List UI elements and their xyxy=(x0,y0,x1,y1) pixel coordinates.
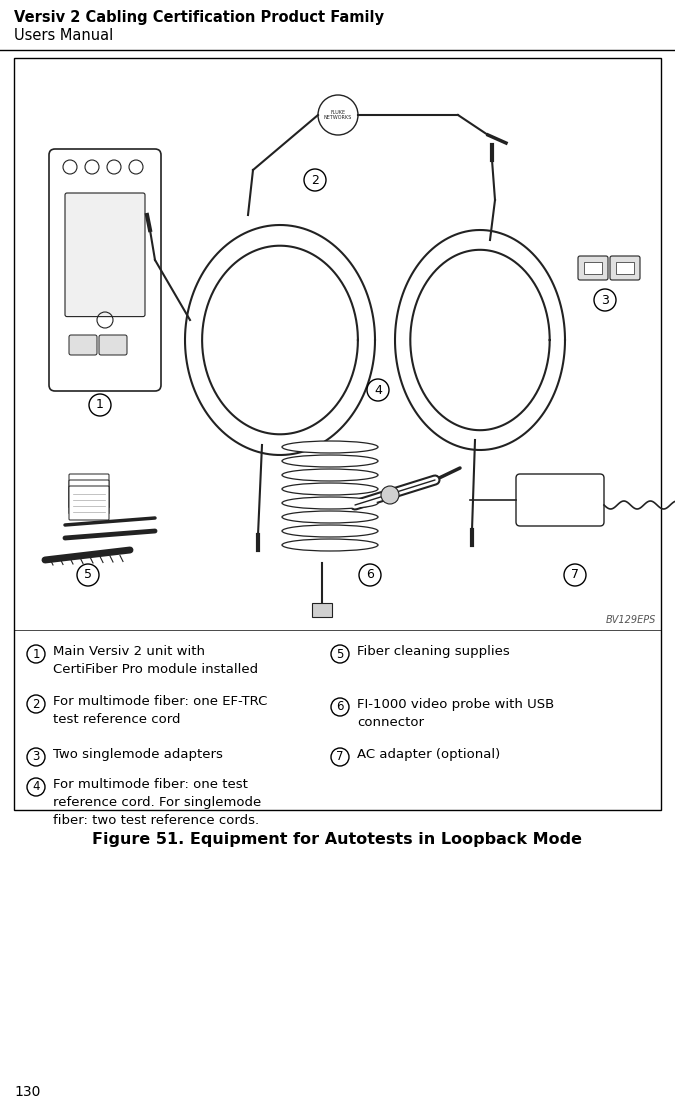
Text: 6: 6 xyxy=(336,700,344,713)
FancyBboxPatch shape xyxy=(69,486,109,520)
Circle shape xyxy=(331,645,349,662)
Text: 7: 7 xyxy=(571,568,579,582)
Text: Fiber cleaning supplies: Fiber cleaning supplies xyxy=(357,645,510,658)
Text: 2: 2 xyxy=(32,698,40,710)
Text: 7: 7 xyxy=(336,751,344,763)
Text: Two singlemode adapters: Two singlemode adapters xyxy=(53,748,223,761)
FancyBboxPatch shape xyxy=(578,255,608,280)
Ellipse shape xyxy=(282,455,378,467)
Circle shape xyxy=(381,486,399,504)
Text: AC adapter (optional): AC adapter (optional) xyxy=(357,748,500,761)
FancyBboxPatch shape xyxy=(69,474,109,508)
Circle shape xyxy=(359,564,381,586)
Text: Users Manual: Users Manual xyxy=(14,28,113,43)
Bar xyxy=(14,58,661,810)
Circle shape xyxy=(27,748,45,766)
Circle shape xyxy=(27,695,45,713)
Text: 1: 1 xyxy=(96,398,104,411)
Circle shape xyxy=(594,289,616,311)
Bar xyxy=(584,262,602,274)
Circle shape xyxy=(564,564,586,586)
Circle shape xyxy=(304,169,326,191)
Ellipse shape xyxy=(282,483,378,495)
Text: 1: 1 xyxy=(32,647,40,660)
FancyBboxPatch shape xyxy=(69,335,97,355)
Text: 2: 2 xyxy=(311,174,319,187)
Ellipse shape xyxy=(282,511,378,523)
Ellipse shape xyxy=(282,525,378,538)
Ellipse shape xyxy=(282,497,378,509)
Text: Figure 51. Equipment for Autotests in Loopback Mode: Figure 51. Equipment for Autotests in Lo… xyxy=(92,832,583,847)
Text: 6: 6 xyxy=(366,568,374,582)
Circle shape xyxy=(331,698,349,716)
Ellipse shape xyxy=(282,469,378,481)
Bar xyxy=(616,262,634,274)
Circle shape xyxy=(89,394,111,416)
Bar xyxy=(312,603,332,617)
FancyBboxPatch shape xyxy=(516,474,604,526)
FancyBboxPatch shape xyxy=(65,194,145,316)
FancyBboxPatch shape xyxy=(610,255,640,280)
Ellipse shape xyxy=(282,441,378,453)
FancyBboxPatch shape xyxy=(69,480,109,514)
Circle shape xyxy=(77,564,99,586)
Text: 5: 5 xyxy=(336,647,344,660)
Text: For multimode fiber: one EF-TRC
test reference cord: For multimode fiber: one EF-TRC test ref… xyxy=(53,695,267,726)
Circle shape xyxy=(27,645,45,662)
Text: 130: 130 xyxy=(14,1085,40,1099)
Text: BV129EPS: BV129EPS xyxy=(605,615,656,625)
Circle shape xyxy=(318,95,358,135)
Ellipse shape xyxy=(282,539,378,551)
Text: 3: 3 xyxy=(32,751,40,763)
Circle shape xyxy=(367,379,389,401)
Text: 3: 3 xyxy=(601,293,609,306)
FancyBboxPatch shape xyxy=(49,149,161,392)
Text: Versiv 2 Cabling Certification Product Family: Versiv 2 Cabling Certification Product F… xyxy=(14,10,384,25)
Text: Main Versiv 2 unit with
CertiFiber Pro module installed: Main Versiv 2 unit with CertiFiber Pro m… xyxy=(53,645,258,676)
Text: FLUKE
NETWORKS: FLUKE NETWORKS xyxy=(324,109,352,121)
Text: 4: 4 xyxy=(374,384,382,396)
Circle shape xyxy=(331,748,349,766)
Text: For multimode fiber: one test
reference cord. For singlemode
fiber: two test ref: For multimode fiber: one test reference … xyxy=(53,778,261,827)
Text: 4: 4 xyxy=(32,781,40,793)
Text: 5: 5 xyxy=(84,568,92,582)
Text: FI-1000 video probe with USB
connector: FI-1000 video probe with USB connector xyxy=(357,698,554,729)
Circle shape xyxy=(27,778,45,796)
FancyBboxPatch shape xyxy=(99,335,127,355)
